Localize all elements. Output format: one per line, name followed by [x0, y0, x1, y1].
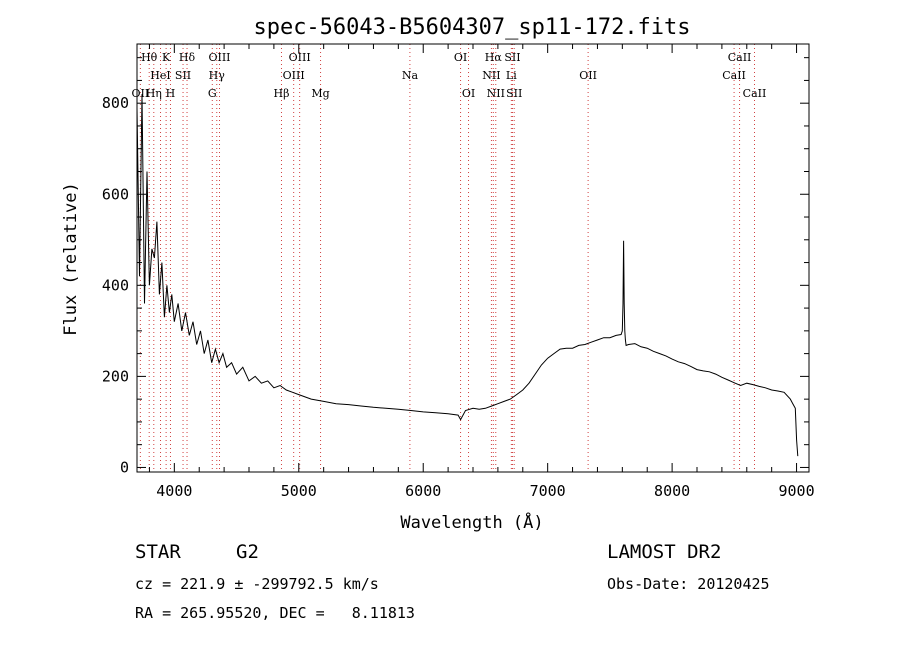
- x-tick-label-8000: 8000: [654, 482, 690, 500]
- line-label-20: H: [166, 87, 176, 100]
- line-label-9: HeI: [150, 69, 170, 82]
- line-label-17: CaII: [722, 69, 746, 82]
- x-axis-ticks: 4000 5000 6000 7000 8000 9000: [148, 44, 815, 500]
- line-label-11: Hγ: [209, 69, 226, 82]
- line-label-21: G: [208, 87, 217, 100]
- y-tick-label-400: 400: [102, 276, 129, 294]
- survey-name: LAMOST DR2: [607, 541, 722, 563]
- line-label-16: OII: [579, 69, 597, 82]
- line-label-24: OI: [462, 87, 475, 100]
- x-axis-label: Wavelength (Å): [400, 511, 543, 533]
- y-tick-label-200: 200: [102, 367, 129, 385]
- line-label-1: K: [162, 51, 171, 64]
- x-tick-label-6000: 6000: [405, 482, 441, 500]
- emission-line-markers: [139, 44, 755, 472]
- object-class: STAR: [135, 541, 181, 563]
- line-label-12: OIII: [283, 69, 305, 82]
- y-tick-label-0: 0: [120, 458, 129, 476]
- y-tick-label-800: 800: [102, 94, 129, 112]
- spectrum-series-line: [136, 94, 799, 457]
- line-label-13: Na: [402, 69, 419, 82]
- redshift-line: cz = 221.9 ± -299792.5 km/s: [135, 575, 379, 593]
- x-tick-label-9000: 9000: [778, 482, 814, 500]
- line-label-23: Mg: [311, 87, 329, 100]
- line-label-18: OII: [132, 87, 150, 100]
- line-label-14: NII: [482, 69, 500, 82]
- object-subclass: G2: [236, 541, 259, 563]
- line-label-15: Li: [506, 69, 517, 82]
- line-label-26: SII: [506, 87, 522, 100]
- y-axis-ticks: 0 200 400 600 800: [102, 57, 809, 476]
- y-axis-label: Flux (relative): [61, 182, 81, 336]
- x-tick-label-4000: 4000: [156, 482, 192, 500]
- line-label-3: OIII: [208, 51, 230, 64]
- line-label-5: OI: [454, 51, 467, 64]
- line-label-7: SII: [504, 51, 520, 64]
- line-label-22: Hβ: [274, 87, 290, 100]
- line-label-19: Hη: [146, 87, 162, 100]
- line-label-2: Hδ: [179, 51, 196, 64]
- x-tick-label-7000: 7000: [530, 482, 566, 500]
- line-label-4: OIII: [289, 51, 311, 64]
- line-label-0: Hθ: [141, 51, 158, 64]
- line-label-27: CaII: [743, 87, 767, 100]
- x-tick-label-5000: 5000: [281, 482, 317, 500]
- line-label-10: SII: [175, 69, 191, 82]
- line-label-6: Hα: [485, 51, 503, 64]
- obs-date: Obs-Date: 20120425: [607, 575, 770, 593]
- chart-title: spec-56043-B5604307_sp11-172.fits: [253, 15, 690, 40]
- line-label-8: CaII: [728, 51, 752, 64]
- y-tick-label-600: 600: [102, 185, 129, 203]
- line-label-25: NII: [487, 87, 505, 100]
- coordinates: RA = 265.95520, DEC = 8.11813: [135, 604, 415, 622]
